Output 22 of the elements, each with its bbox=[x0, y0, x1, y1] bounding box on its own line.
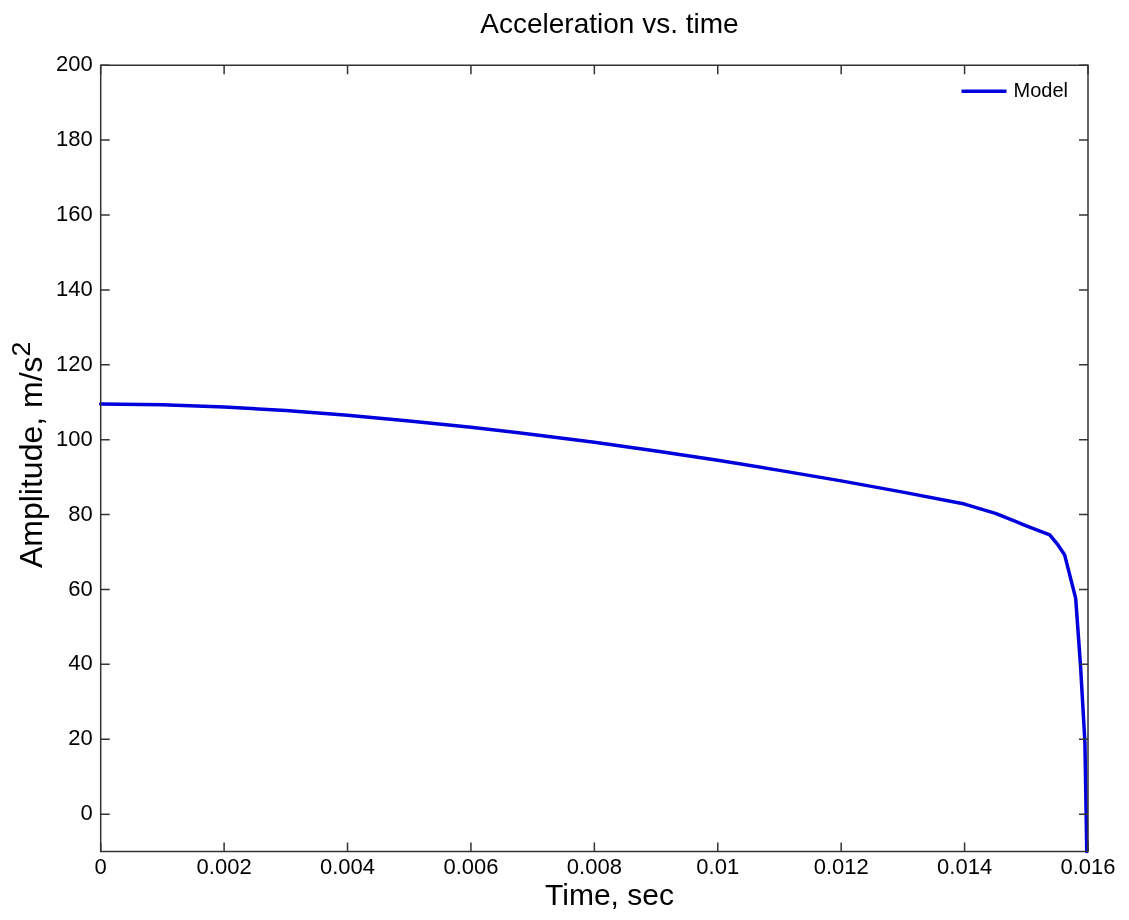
y-tick-label: 120 bbox=[55, 350, 93, 376]
x-tick-label: 0.008 bbox=[566, 853, 622, 879]
y-tick-label: 100 bbox=[55, 425, 93, 451]
x-axis-title: Time, sec bbox=[544, 878, 675, 912]
y-tick-label: 180 bbox=[55, 126, 93, 152]
x-tick-label: 0.002 bbox=[196, 853, 252, 879]
y-tick-label: 80 bbox=[68, 500, 93, 526]
x-tick-label: 0.01 bbox=[696, 853, 740, 879]
y-tick-label: 200 bbox=[55, 51, 93, 77]
y-tick-label: 60 bbox=[68, 575, 93, 601]
x-tick-label: 0.014 bbox=[937, 853, 993, 879]
y-tick-label: 140 bbox=[55, 275, 93, 301]
y-tick-label: 160 bbox=[55, 201, 93, 227]
legend-label: Model bbox=[1013, 78, 1069, 101]
chart-title: Acceleration vs. time bbox=[479, 8, 740, 40]
x-tick-label: 0.006 bbox=[443, 853, 499, 879]
x-tick-label: 0.016 bbox=[1060, 853, 1116, 879]
y-tick-label: 20 bbox=[68, 725, 93, 751]
x-tick-label: 0.012 bbox=[813, 853, 869, 879]
x-tick-label: 0.004 bbox=[320, 853, 376, 879]
y-tick-label: 0 bbox=[80, 800, 93, 826]
y-tick-label: 40 bbox=[68, 650, 93, 676]
